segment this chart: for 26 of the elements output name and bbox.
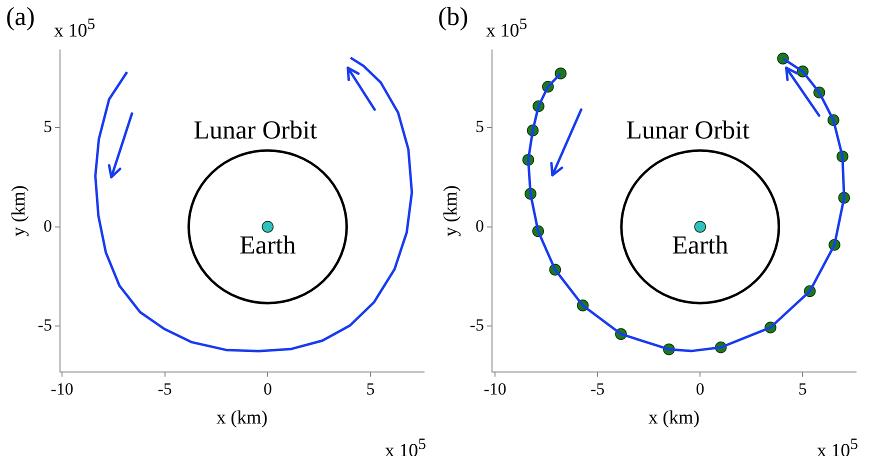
x-tick-label: 0 (263, 379, 272, 398)
x-tick-label: -5 (158, 379, 172, 398)
text: x 10$^{5}$ (54, 16, 96, 42)
y-tick-label: -5 (38, 316, 52, 335)
y-tick-label: -5 (470, 316, 484, 335)
x-axis-title: x (km) (216, 408, 268, 429)
x-tick-label: -10 (50, 379, 74, 398)
y-tick-label: 5 (43, 116, 52, 136)
y-axis-title: y (km) (8, 185, 30, 236)
x-tick-label: 5 (798, 379, 807, 398)
annotation: Lunar Orbit (194, 115, 318, 144)
x-tick-label: 0 (696, 379, 704, 398)
chart-title: (b) (438, 2, 468, 32)
y-tick-label: 0 (475, 216, 484, 236)
text: x 10$^{5}$ (486, 16, 528, 42)
annotation: Lunar Orbit (626, 115, 750, 144)
x-tick-label: -10 (484, 379, 506, 398)
y-axis-title: y (km) (440, 185, 462, 236)
x-tick-label: -5 (590, 379, 605, 398)
x-tick-label: 5 (366, 379, 375, 398)
annotation: Earth (240, 230, 296, 260)
y-tick-label: 5 (475, 116, 484, 136)
y-tick-label: 0 (43, 216, 52, 236)
x-axis-title: x (km) (648, 408, 700, 429)
chart-title: (a) (6, 2, 35, 32)
annotation: Earth (672, 230, 728, 260)
